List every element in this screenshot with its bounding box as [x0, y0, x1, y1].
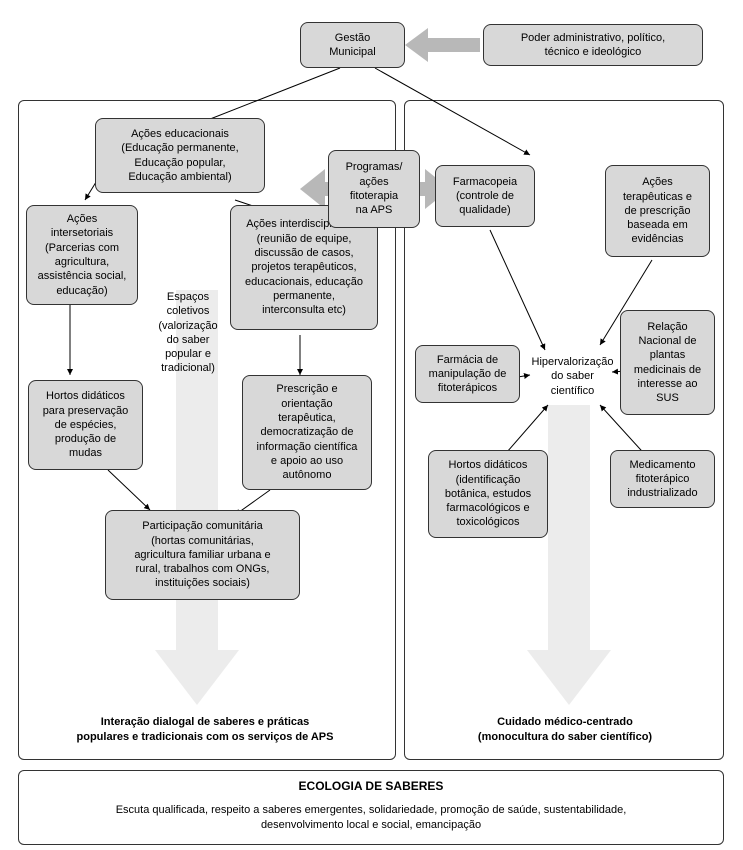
- medicamento-node: Medicamentofitoterápicoindustrializado: [610, 450, 715, 508]
- gestao-node: GestãoMunicipal: [300, 22, 405, 68]
- hiper-text: Hipervalorizaçãodo sabercientífico: [525, 355, 620, 398]
- prescricao-node: Prescrição eorientaçãoterapêutica,democr…: [242, 375, 372, 490]
- educacionais-node: Ações educacionais(Educação permanente,E…: [95, 118, 265, 193]
- poder-to-gestao-arrow: [405, 28, 480, 62]
- programas-node: Programas/açõesfitoterapiana APS: [328, 150, 420, 228]
- ecology-panel: ECOLOGIA DE SABERES Escuta qualificada, …: [18, 770, 724, 845]
- left-caption: Interação dialogal de saberes e práticas…: [50, 715, 360, 746]
- hortos-right-node: Hortos didáticos(identificaçãobotânica, …: [428, 450, 548, 538]
- acoes-terap-node: Açõesterapêuticas ede prescriçãobaseada …: [605, 165, 710, 257]
- relacao-node: RelaçãoNacional deplantasmedicinais dein…: [620, 310, 715, 415]
- ecology-title: ECOLOGIA DE SABERES: [29, 779, 713, 793]
- intersetoriais-node: Açõesintersetoriais(Parcerias comagricul…: [26, 205, 138, 305]
- poder-node: Poder administrativo, político,técnico e…: [483, 24, 703, 66]
- farmacopeia-node: Farmacopeia(controle dequalidade): [435, 165, 535, 227]
- ecology-body: Escuta qualificada, respeito a saberes e…: [29, 803, 713, 834]
- hortos-left-node: Hortos didáticospara preservaçãode espéc…: [28, 380, 143, 470]
- participacao-node: Participação comunitária(hortas comunitá…: [105, 510, 300, 600]
- right-caption: Cuidado médico-centrado(monocultura do s…: [440, 715, 690, 746]
- farmacia-node: Farmácia demanipulação defitoterápicos: [415, 345, 520, 403]
- espacos-text: Espaçoscoletivos(valorizaçãodo saberpopu…: [148, 290, 228, 376]
